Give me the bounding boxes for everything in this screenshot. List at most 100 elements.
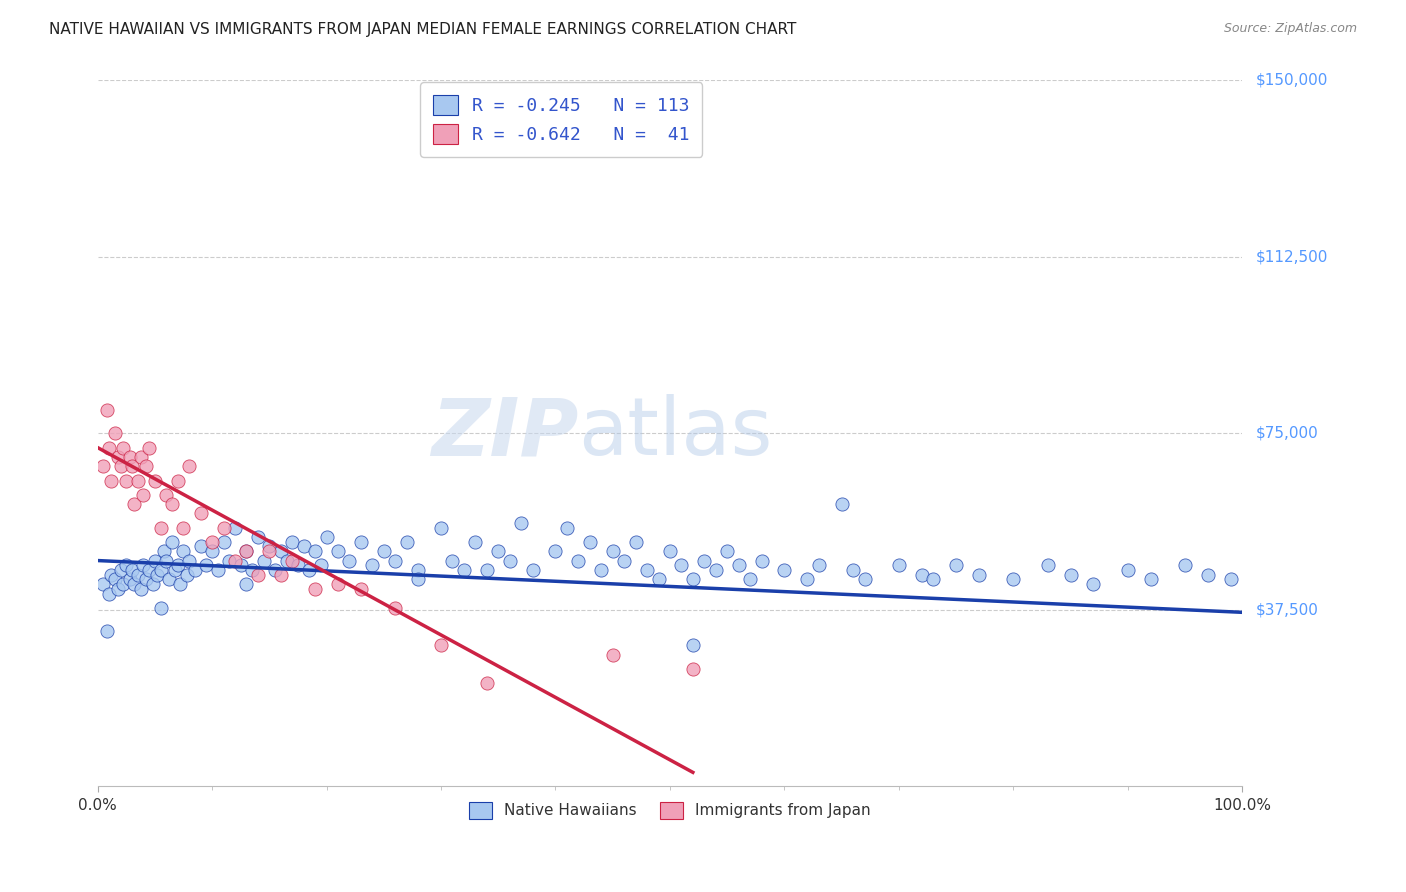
Point: [441, 553, 464, 567]
Point: [579, 534, 602, 549]
Text: $112,500: $112,500: [1256, 250, 1329, 265]
Point: [124, 577, 146, 591]
Point: [499, 553, 522, 567]
Point: [567, 553, 589, 567]
Point: [184, 563, 207, 577]
Point: [157, 573, 180, 587]
Point: [143, 474, 166, 488]
Legend: Native Hawaiians, Immigrants from Japan: Native Hawaiians, Immigrants from Japan: [463, 796, 877, 825]
Point: [127, 567, 149, 582]
Point: [115, 474, 138, 488]
Point: [292, 540, 315, 554]
Point: [1059, 567, 1081, 582]
Point: [160, 534, 183, 549]
Point: [111, 441, 134, 455]
Point: [276, 553, 298, 567]
Point: [361, 558, 384, 573]
Point: [146, 567, 169, 582]
Point: [395, 534, 418, 549]
Point: [190, 540, 212, 554]
Point: [118, 573, 141, 587]
Point: [115, 558, 138, 573]
Point: [304, 544, 326, 558]
Point: [212, 520, 235, 534]
Text: $37,500: $37,500: [1256, 602, 1319, 617]
Point: [624, 534, 647, 549]
Point: [142, 577, 165, 591]
Point: [132, 488, 155, 502]
Point: [831, 497, 853, 511]
Point: [129, 582, 152, 596]
Point: [179, 553, 201, 567]
Point: [169, 577, 191, 591]
Point: [807, 558, 830, 573]
Point: [1083, 577, 1105, 591]
Point: [636, 563, 658, 577]
Point: [339, 553, 361, 567]
Point: [98, 441, 121, 455]
Point: [118, 450, 141, 464]
Point: [110, 459, 132, 474]
Point: [406, 573, 429, 587]
Point: [671, 558, 693, 573]
Point: [110, 563, 132, 577]
Point: [704, 563, 727, 577]
Point: [179, 459, 201, 474]
Point: [922, 573, 945, 587]
Point: [104, 573, 127, 587]
Point: [224, 553, 246, 567]
Point: [264, 563, 287, 577]
Point: [967, 567, 990, 582]
Point: [475, 563, 498, 577]
Point: [796, 573, 818, 587]
Point: [259, 540, 281, 554]
Point: [270, 544, 292, 558]
Point: [201, 534, 224, 549]
Point: [945, 558, 967, 573]
Point: [430, 520, 453, 534]
Point: [281, 553, 304, 567]
Point: [287, 558, 309, 573]
Point: [100, 567, 122, 582]
Point: [1116, 563, 1139, 577]
Point: [475, 676, 498, 690]
Point: [510, 516, 533, 530]
Point: [235, 544, 257, 558]
Point: [121, 459, 143, 474]
Point: [155, 553, 177, 567]
Point: [173, 544, 195, 558]
Point: [93, 577, 115, 591]
Point: [173, 520, 195, 534]
Point: [96, 624, 118, 639]
Point: [773, 563, 796, 577]
Text: Source: ZipAtlas.com: Source: ZipAtlas.com: [1223, 22, 1357, 36]
Point: [149, 600, 172, 615]
Point: [246, 567, 269, 582]
Point: [132, 558, 155, 573]
Point: [135, 459, 157, 474]
Point: [682, 638, 704, 652]
Point: [727, 558, 749, 573]
Point: [486, 544, 509, 558]
Point: [107, 450, 129, 464]
Point: [350, 534, 373, 549]
Point: [153, 544, 176, 558]
Point: [751, 553, 773, 567]
Point: [384, 600, 406, 615]
Point: [127, 474, 149, 488]
Point: [138, 441, 160, 455]
Point: [464, 534, 486, 549]
Point: [218, 553, 240, 567]
Point: [235, 544, 257, 558]
Point: [224, 520, 246, 534]
Point: [298, 563, 321, 577]
Point: [304, 582, 326, 596]
Point: [326, 577, 349, 591]
Text: NATIVE HAWAIIAN VS IMMIGRANTS FROM JAPAN MEDIAN FEMALE EARNINGS CORRELATION CHAR: NATIVE HAWAIIAN VS IMMIGRANTS FROM JAPAN…: [49, 22, 797, 37]
Point: [104, 426, 127, 441]
Point: [647, 573, 669, 587]
Text: ZIP: ZIP: [432, 394, 578, 473]
Point: [887, 558, 910, 573]
Point: [96, 403, 118, 417]
Point: [430, 638, 453, 652]
